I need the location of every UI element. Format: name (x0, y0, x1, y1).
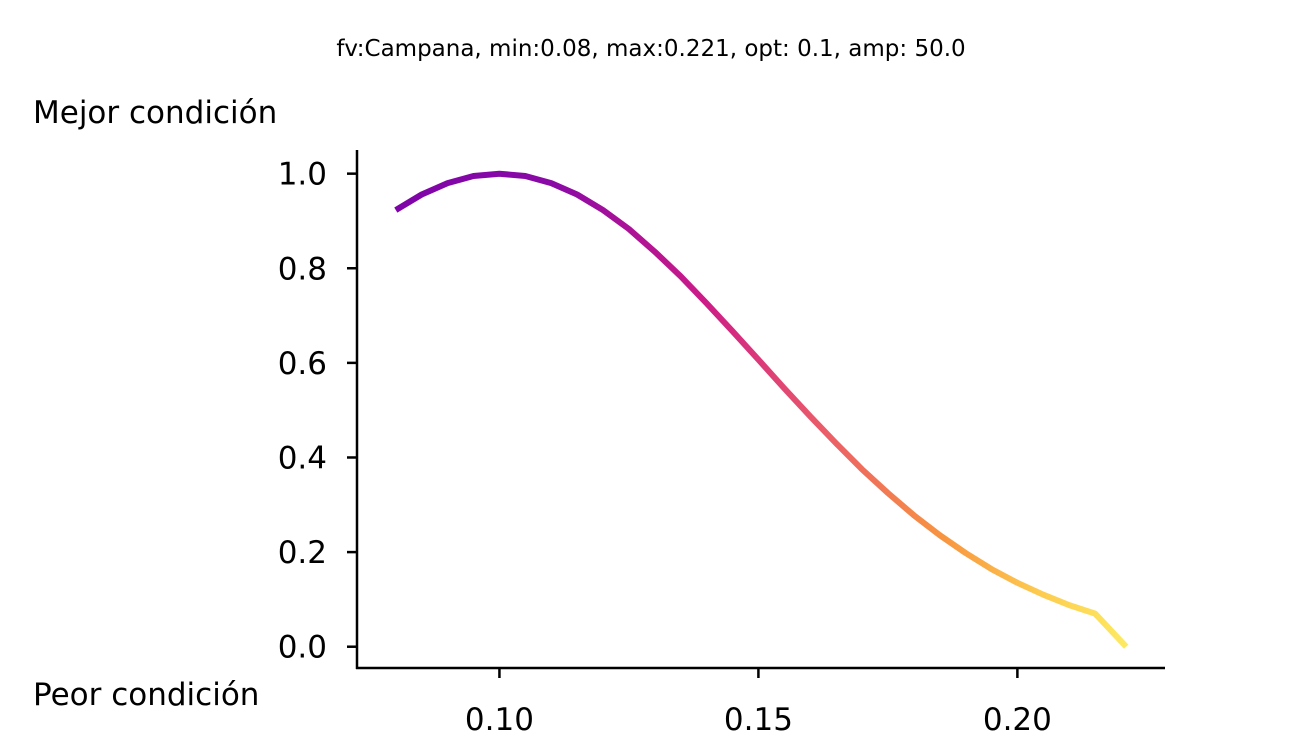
y-tick-label: 0.8 (278, 251, 327, 287)
bottom-label: Peor condición (33, 677, 259, 713)
y-tick-label: 0.6 (278, 346, 327, 382)
y-tick-label: 0.4 (278, 440, 327, 476)
series-line (394, 170, 1129, 649)
ticks: 0.10 0.15 0.20 0.0 0.2 0.4 0.6 0.8 1.0 (278, 157, 1052, 738)
y-tick-label: 0.2 (278, 535, 327, 571)
y-tick-label: 1.0 (278, 157, 327, 193)
top-label: Mejor condición (33, 95, 277, 131)
x-tick-label: 0.20 (983, 702, 1052, 738)
y-tick-label: 0.0 (278, 630, 327, 666)
axes (355, 150, 1165, 670)
x-tick-label: 0.10 (465, 702, 534, 738)
x-tick-label: 0.15 (724, 702, 793, 738)
chart-title: fv:Campana, min:0.08, max:0.221, opt: 0.… (336, 36, 965, 62)
